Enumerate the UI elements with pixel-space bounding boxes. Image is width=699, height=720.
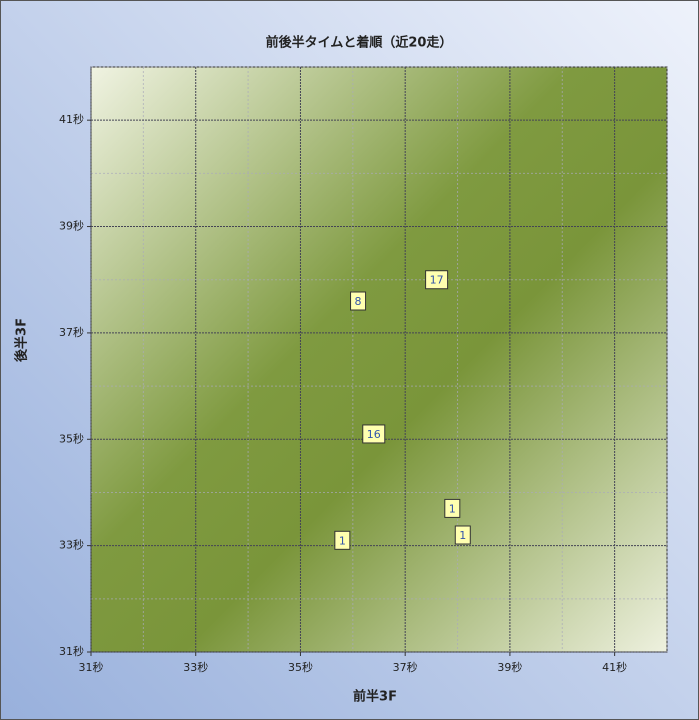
point-label-box bbox=[425, 270, 449, 290]
x-tick-label: 33秒 bbox=[183, 660, 208, 674]
y-tick-label: 41秒 bbox=[59, 112, 84, 126]
point-label: 1 bbox=[339, 534, 346, 547]
point-label-box bbox=[454, 525, 471, 545]
point-label: 17 bbox=[430, 274, 444, 287]
y-axis-title: 後半3F bbox=[14, 318, 30, 362]
plot-area bbox=[90, 66, 668, 653]
point-label: 8 bbox=[355, 295, 362, 308]
point-label: 1 bbox=[449, 502, 456, 515]
x-tick-label: 37秒 bbox=[393, 660, 418, 674]
y-tick-label: 33秒 bbox=[59, 538, 84, 552]
x-axis-title: 前半3F bbox=[353, 689, 397, 705]
chart-title: 前後半タイムと着順（近20走） bbox=[266, 35, 453, 51]
point-label: 16 bbox=[367, 428, 381, 441]
y-tick-label: 35秒 bbox=[59, 431, 84, 445]
point-label-box bbox=[350, 291, 367, 311]
x-tick-label: 31秒 bbox=[79, 660, 104, 674]
y-tick-label: 31秒 bbox=[59, 644, 84, 658]
y-tick-label: 37秒 bbox=[59, 325, 84, 339]
point-label-box bbox=[334, 530, 351, 550]
x-tick-label: 35秒 bbox=[288, 660, 313, 674]
x-tick-label: 39秒 bbox=[497, 660, 522, 674]
point-label: 1 bbox=[459, 529, 466, 542]
point-label-box bbox=[362, 424, 386, 444]
point-label-box bbox=[444, 498, 461, 518]
y-tick-label: 39秒 bbox=[59, 219, 84, 233]
x-tick-label: 41秒 bbox=[602, 660, 627, 674]
